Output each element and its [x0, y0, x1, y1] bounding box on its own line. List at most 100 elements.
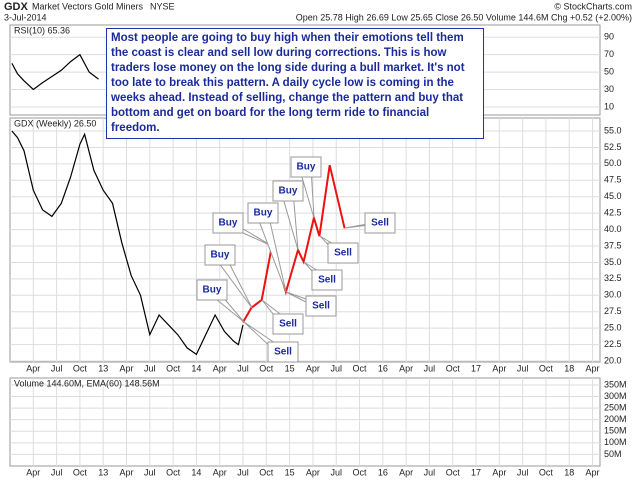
- x-tick-label: 18: [564, 467, 574, 477]
- x-tick-label: Apr: [120, 467, 134, 477]
- x-tick-label: Oct: [353, 363, 368, 373]
- y-tick-label: 35.0: [604, 257, 622, 267]
- y-tick-label: 25.0: [604, 323, 622, 333]
- x-tick-label: Oct: [259, 363, 274, 373]
- x-tick-label: 15: [285, 363, 295, 373]
- x-tick-label: 15: [285, 467, 295, 477]
- x-tick-label: Oct: [539, 467, 554, 477]
- y-tick-label: 55.0: [604, 125, 622, 135]
- x-tick-label: Oct: [353, 467, 368, 477]
- y-tick-label: 30.0: [604, 290, 622, 300]
- y-tick-label: 37.5: [604, 240, 622, 250]
- x-tick-label: 13: [98, 467, 108, 477]
- x-tick-label: Apr: [26, 467, 40, 477]
- x-tick-label: Oct: [166, 363, 181, 373]
- callout-label: Sell: [334, 248, 352, 259]
- y-tick-label: 22.5: [604, 339, 622, 349]
- y-tick-label: 40.0: [604, 224, 622, 234]
- y-tick-label: 47.5: [604, 175, 622, 185]
- y-tick-label: 150M: [604, 426, 627, 436]
- x-tick-label: Oct: [259, 467, 274, 477]
- x-tick-label: 17: [471, 467, 481, 477]
- callout-label: Sell: [318, 275, 336, 286]
- x-tick-label: Apr: [213, 363, 227, 373]
- y-tick-label: 90: [604, 32, 614, 42]
- callout-label: Sell: [279, 319, 297, 330]
- callout-box: [267, 341, 299, 363]
- x-tick-label: Apr: [399, 363, 413, 373]
- y-tick-label: 10: [604, 101, 614, 111]
- callout-box: [272, 313, 304, 335]
- x-tick-label: Apr: [306, 467, 320, 477]
- callout-label: Buy: [297, 162, 316, 173]
- x-tick-label: Jul: [330, 467, 342, 477]
- y-tick-label: 27.5: [604, 306, 622, 316]
- x-tick-label: Oct: [166, 467, 181, 477]
- callout-box: [305, 295, 337, 317]
- x-tick-label: Jul: [424, 467, 436, 477]
- callout-box: [272, 180, 304, 202]
- y-tick-label: 70: [604, 49, 614, 59]
- y-tick-label: 32.5: [604, 273, 622, 283]
- callout-label: Sell: [371, 218, 389, 229]
- price-line: [11, 130, 244, 356]
- y-tick-label: 50: [604, 66, 614, 76]
- callout-label: Buy: [219, 218, 238, 229]
- x-tick-label: Oct: [446, 467, 461, 477]
- callout-label: Buy: [279, 186, 298, 197]
- x-tick-label: Oct: [73, 363, 88, 373]
- y-tick-label: 300M: [604, 391, 627, 401]
- panel: [9, 377, 601, 467]
- panel-label: GDX (Weekly) 26.50: [14, 118, 96, 128]
- x-tick-label: Apr: [213, 467, 227, 477]
- x-tick-label: Apr: [120, 363, 134, 373]
- x-tick-label: Jul: [517, 467, 529, 477]
- credit: © StockCharts.com: [554, 1, 632, 11]
- x-tick-label: 18: [564, 363, 574, 373]
- y-tick-label: 250M: [604, 402, 627, 412]
- panel-label: RSI(10) 65.36: [14, 25, 70, 35]
- x-tick-label: Oct: [539, 363, 554, 373]
- y-tick-label: 30: [604, 84, 614, 94]
- x-tick-label: Apr: [492, 363, 506, 373]
- callout-box: [212, 212, 244, 234]
- callout-box: [311, 269, 343, 291]
- x-tick-label: Oct: [73, 467, 88, 477]
- symbol: GDX: [4, 1, 29, 13]
- x-tick-label: Jul: [51, 467, 63, 477]
- date: 3-Jul-2014: [4, 12, 47, 22]
- callout-box: [196, 279, 228, 301]
- callout-box: [364, 212, 396, 234]
- y-tick-label: 45.0: [604, 191, 622, 201]
- x-tick-label: Apr: [492, 467, 506, 477]
- x-tick-label: Oct: [446, 363, 461, 373]
- price-line: [11, 53, 99, 91]
- callout-box: [290, 156, 322, 178]
- x-tick-label: Jul: [517, 363, 529, 373]
- x-tick-label: Jul: [237, 363, 249, 373]
- x-tick-label: 17: [471, 363, 481, 373]
- x-tick-label: Apr: [586, 363, 600, 373]
- x-tick-label: Jul: [144, 467, 156, 477]
- callout-box: [204, 244, 236, 266]
- security-name: Market Vectors Gold Miners: [32, 1, 144, 11]
- x-tick-label: Jul: [424, 363, 436, 373]
- y-tick-label: 200M: [604, 414, 627, 424]
- y-tick-label: 100M: [604, 437, 627, 447]
- x-tick-label: 14: [191, 467, 201, 477]
- y-tick-label: 20.0: [604, 355, 622, 365]
- y-tick-label: 42.5: [604, 208, 622, 218]
- callout-label: Buy: [203, 285, 222, 296]
- x-tick-label: Jul: [51, 363, 63, 373]
- y-tick-label: 50.0: [604, 158, 622, 168]
- y-tick-label: 52.5: [604, 142, 622, 152]
- x-tick-label: 16: [378, 467, 388, 477]
- callout-label: Buy: [211, 250, 230, 261]
- x-tick-label: Jul: [237, 467, 249, 477]
- callout-label: Sell: [312, 301, 330, 312]
- panel: [9, 117, 601, 363]
- x-tick-label: Apr: [586, 467, 600, 477]
- callout-label: Buy: [254, 208, 273, 219]
- x-tick-label: Jul: [144, 363, 156, 373]
